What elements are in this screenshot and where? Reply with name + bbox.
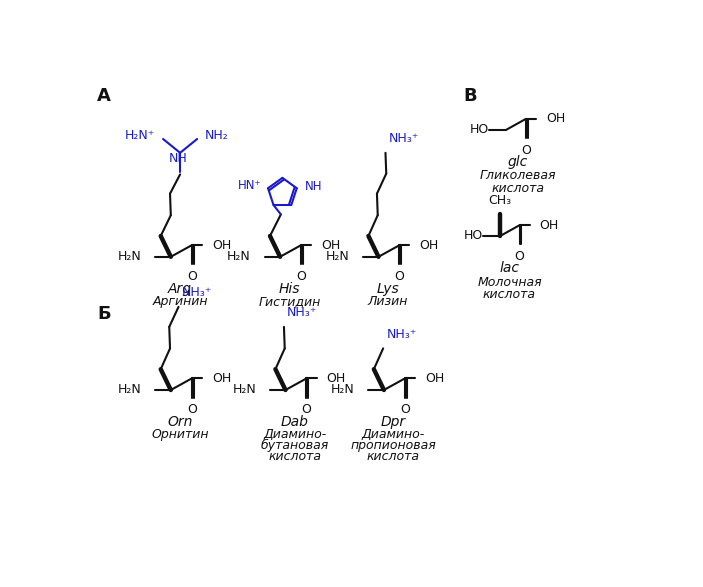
- Text: кислота: кислота: [269, 450, 321, 463]
- Text: Молочная: Молочная: [477, 276, 542, 289]
- Text: NH₃⁺: NH₃⁺: [181, 286, 212, 299]
- Text: OH: OH: [212, 372, 231, 385]
- Text: O: O: [515, 250, 524, 263]
- Text: Orn: Orn: [167, 416, 193, 429]
- Text: O: O: [302, 403, 311, 416]
- Text: В: В: [464, 87, 477, 106]
- Text: HO: HO: [470, 123, 489, 136]
- Text: NH: NH: [169, 152, 188, 165]
- Text: NH₂: NH₂: [205, 129, 228, 143]
- Text: OH: OH: [540, 219, 559, 232]
- Text: O: O: [187, 270, 197, 283]
- Text: H₂N: H₂N: [330, 383, 354, 396]
- Text: H₂N: H₂N: [232, 383, 256, 396]
- Text: lac: lac: [499, 261, 520, 275]
- Text: Dab: Dab: [281, 416, 309, 429]
- Text: OH: OH: [546, 113, 565, 126]
- Text: кислота: кислота: [491, 182, 545, 195]
- Text: HO: HO: [464, 230, 483, 242]
- Text: H₂N: H₂N: [117, 383, 141, 396]
- Text: O: O: [296, 270, 306, 283]
- Text: Dpr: Dpr: [380, 416, 406, 429]
- Text: А: А: [97, 87, 111, 106]
- Text: H₂N: H₂N: [227, 250, 251, 264]
- Text: O: O: [187, 403, 197, 416]
- Text: Б: Б: [97, 305, 111, 323]
- Text: Лизин: Лизин: [368, 295, 408, 308]
- Text: Гистидин: Гистидин: [258, 295, 321, 308]
- Text: Аргинин: Аргинин: [153, 295, 208, 308]
- Text: OH: OH: [212, 239, 231, 252]
- Text: Arg: Arg: [168, 282, 192, 296]
- Text: Орнитин: Орнитин: [151, 428, 209, 441]
- Text: O: O: [521, 144, 531, 157]
- Text: NH₃⁺: NH₃⁺: [287, 306, 318, 319]
- Text: CH₃: CH₃: [489, 194, 512, 207]
- Text: H₂N⁺: H₂N⁺: [125, 129, 155, 143]
- Text: HN⁺: HN⁺: [238, 178, 262, 191]
- Text: O: O: [394, 270, 404, 283]
- Text: пропионовая: пропионовая: [350, 439, 436, 452]
- Text: Диамино-: Диамино-: [361, 428, 425, 441]
- Text: Гликолевая: Гликолевая: [479, 170, 556, 183]
- Text: OH: OH: [425, 372, 444, 385]
- Text: Диамино-: Диамино-: [263, 428, 326, 441]
- Text: glc: glc: [508, 155, 528, 169]
- Text: NH: NH: [304, 180, 322, 193]
- Text: H₂N: H₂N: [325, 250, 349, 264]
- Text: OH: OH: [327, 372, 346, 385]
- Text: бутановая: бутановая: [261, 439, 329, 452]
- Text: H₂N: H₂N: [117, 250, 141, 264]
- Text: кислота: кислота: [367, 450, 420, 463]
- Text: NH₃⁺: NH₃⁺: [386, 328, 417, 340]
- Text: NH₃⁺: NH₃⁺: [389, 132, 419, 145]
- Text: O: O: [400, 403, 410, 416]
- Text: OH: OH: [420, 239, 439, 252]
- Text: His: His: [278, 282, 300, 296]
- Text: кислота: кислота: [483, 288, 536, 301]
- Text: Lys: Lys: [376, 282, 399, 296]
- Text: OH: OH: [321, 239, 340, 252]
